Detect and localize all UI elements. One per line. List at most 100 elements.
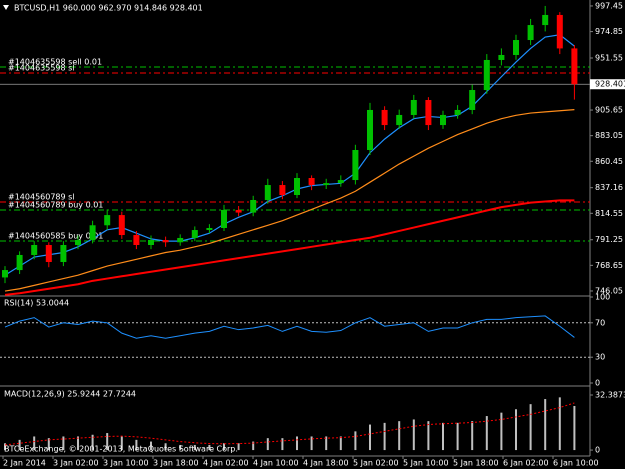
macd-bar — [544, 399, 547, 451]
last-price-tag — [590, 79, 625, 90]
time-label: 6 Jan 10:00 — [553, 459, 599, 468]
time-label: 5 Jan 02:00 — [353, 459, 399, 468]
time-label: 4 Jan 18:00 — [303, 459, 349, 468]
macd-bar — [296, 436, 298, 451]
candle-body — [31, 245, 38, 255]
candle-body — [191, 230, 198, 238]
macd-bar — [47, 438, 50, 451]
candle-body — [571, 48, 578, 85]
macd-bar — [164, 443, 167, 451]
candle-body — [454, 109, 461, 115]
candle-body — [396, 114, 403, 126]
y-tick-label: 974.85 — [595, 27, 623, 36]
candle-body — [133, 235, 140, 246]
candle-body — [221, 209, 227, 228]
macd-bar — [62, 436, 65, 451]
candle-body — [177, 237, 184, 243]
macd-bar — [325, 436, 328, 451]
rsi-line — [4, 315, 575, 339]
candle-body — [542, 14, 549, 26]
macd-bar — [4, 443, 6, 451]
moving-average — [4, 34, 575, 276]
y-tick-label: 837.16 — [595, 183, 623, 192]
candle-body — [381, 109, 388, 126]
macd-bar — [193, 444, 196, 451]
time-label: 6 Jan 02:00 — [503, 459, 549, 468]
candle-body — [410, 99, 417, 115]
candle-body — [294, 177, 300, 196]
candle-body — [367, 109, 373, 150]
candle-body — [16, 254, 23, 271]
moving-average — [4, 199, 575, 296]
macd-bar — [179, 444, 182, 451]
macd-bar — [515, 409, 517, 451]
macd-bar — [354, 431, 357, 451]
macd-bar — [471, 421, 474, 451]
y-tick-label: 100 — [595, 293, 610, 302]
macd-bar — [150, 441, 152, 451]
order-label: #1404560789 sl — [8, 193, 75, 202]
candle-body — [60, 245, 67, 263]
macd-bar — [456, 422, 459, 451]
candle-body — [323, 183, 330, 186]
candle-body — [75, 240, 81, 246]
candle-body — [148, 240, 154, 246]
y-tick-label: 883.05 — [595, 131, 623, 140]
macd-bar — [18, 439, 21, 451]
time-label: 4 Jan 10:00 — [253, 459, 299, 468]
candle-body — [264, 185, 271, 200]
y-tick-label: 814.55 — [595, 209, 623, 218]
time-label: 3 Jan 02:00 — [53, 459, 99, 468]
order-label: #1404560585 buy 0.01 — [8, 232, 103, 241]
candle-body — [513, 40, 519, 55]
time-label: 2 Jan 2014 — [3, 459, 46, 468]
macd-bar — [339, 436, 342, 451]
y-tick-label: 746.05 — [595, 286, 623, 295]
time-label: 3 Jan 18:00 — [153, 459, 199, 468]
candle-body — [337, 180, 344, 184]
candle-body — [250, 199, 257, 213]
candle-body — [483, 59, 490, 91]
macd-bar — [266, 438, 269, 451]
chart-header: BTCUSD,H1 960.000 962.970 914.846 928.40… — [14, 4, 203, 13]
candle-body — [104, 215, 111, 226]
order-label: #1404635598 sell 0.01 — [8, 58, 102, 67]
candle-body — [279, 185, 286, 196]
macd-bar — [529, 404, 532, 451]
time-label: 4 Jan 02:00 — [203, 459, 249, 468]
y-tick-label: 768.65 — [595, 261, 623, 270]
y-tick-label: 0 — [595, 446, 600, 455]
macd-bar — [135, 439, 138, 451]
candle-body — [308, 177, 315, 186]
copyright: BTCeExchange, © 2001-2013, MetaQuotes So… — [4, 445, 238, 454]
candle-body — [527, 25, 534, 41]
candle-body — [425, 99, 432, 126]
y-tick-label: 0 — [595, 379, 600, 388]
macd-bar — [120, 436, 123, 451]
macd-bar — [252, 441, 255, 451]
candle-body — [469, 90, 476, 110]
candle-body — [162, 240, 169, 243]
order-label: #1404560789 buy 0.01 — [8, 200, 103, 209]
y-tick-label: 70 — [595, 318, 605, 327]
candle-body — [235, 209, 242, 213]
y-tick-label: 997.45 — [595, 1, 623, 10]
macd-bar — [310, 436, 313, 451]
order-label: #1404635598 sl — [8, 64, 75, 73]
y-tick-label: 32.3873 — [595, 390, 625, 399]
candle-body — [118, 215, 125, 236]
time-label: 3 Jan 10:00 — [103, 459, 149, 468]
moving-average — [4, 109, 575, 292]
panel-title: RSI(14) 53.0044 — [4, 299, 69, 308]
macd-bar — [485, 416, 488, 451]
macd-bar — [208, 444, 211, 451]
macd-bar — [237, 443, 240, 451]
panel-title: MACD(12,26,9) 25.9244 27.7244 — [4, 390, 136, 399]
y-tick-label: 951.55 — [595, 53, 623, 62]
macd-bar — [427, 421, 430, 451]
time-label: 5 Jan 18:00 — [453, 459, 499, 468]
time-label: 5 Jan 10:00 — [403, 459, 449, 468]
macd-bar — [91, 434, 94, 451]
